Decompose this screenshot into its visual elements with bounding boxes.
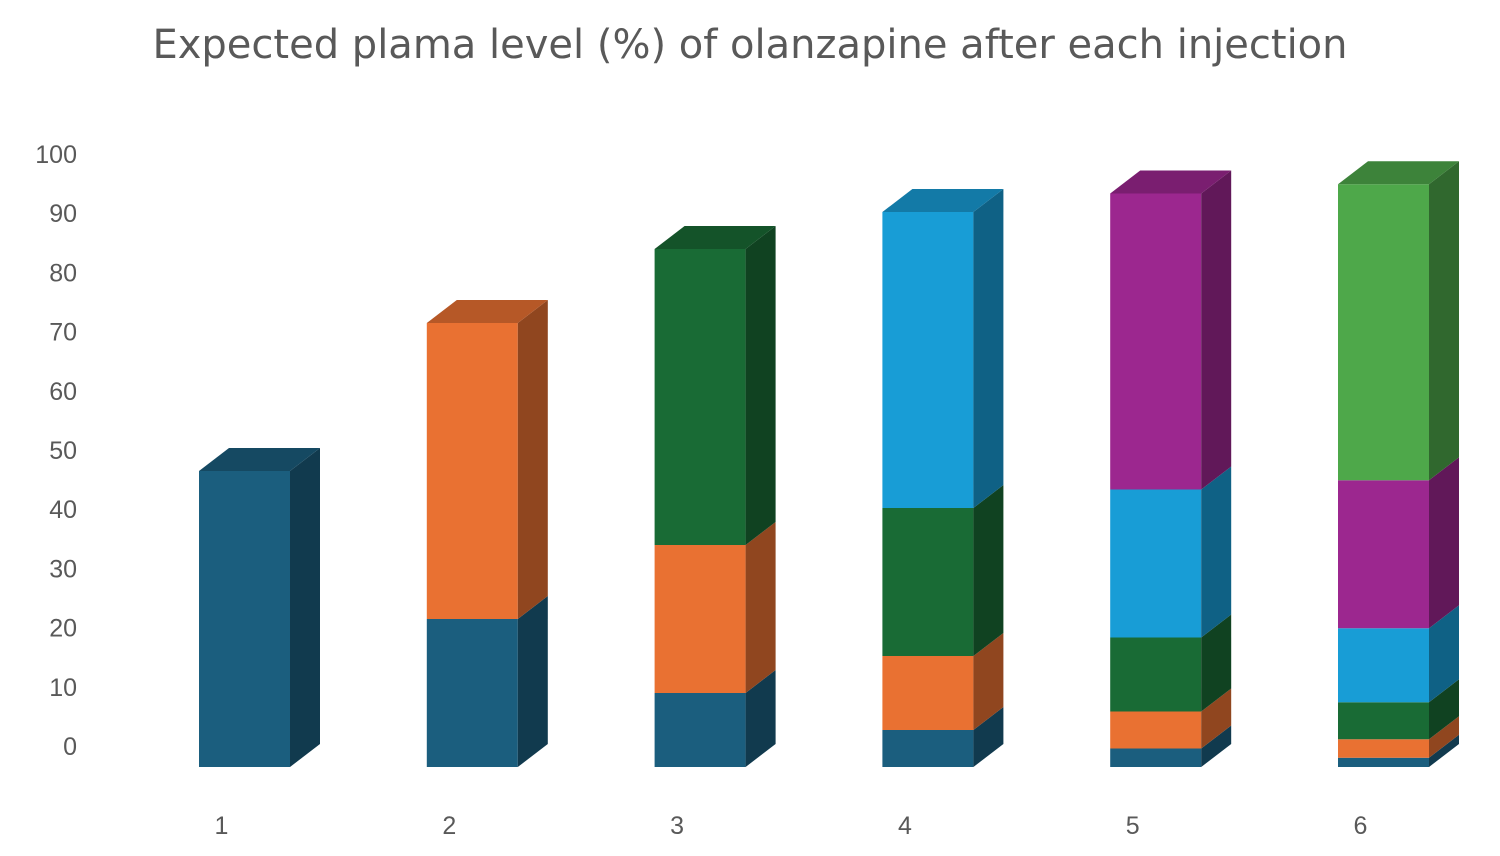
bar-segment-front — [882, 508, 974, 656]
y-tick-label: 100 — [35, 141, 77, 169]
bar-segment — [1338, 161, 1459, 481]
bar-segment-side — [745, 522, 776, 693]
y-tick-label: 20 — [49, 615, 77, 643]
bar-column-1 — [199, 448, 320, 767]
bar-column-5 — [1110, 170, 1232, 767]
y-tick-label: 10 — [49, 674, 77, 702]
bar-segment-front — [1338, 757, 1429, 767]
bar-segment — [654, 670, 776, 767]
y-tick-label: 90 — [49, 200, 77, 228]
x-tick-label: 2 — [442, 812, 456, 840]
bar-segment — [1338, 679, 1459, 740]
x-tick-label: 1 — [215, 812, 229, 840]
bar-column-6 — [1338, 161, 1459, 767]
bar-segment — [1110, 725, 1232, 767]
bar-segment-side — [1429, 734, 1459, 767]
bar-segment — [882, 707, 1004, 767]
bar-segment-front — [1110, 711, 1202, 749]
bar-top-face — [1338, 161, 1459, 185]
y-tick-label: 50 — [49, 437, 77, 465]
bar-segment-front — [1110, 637, 1202, 712]
y-tick-label: 80 — [49, 259, 77, 287]
y-tick-label: 60 — [49, 378, 77, 406]
bar-segment-side — [517, 596, 548, 767]
bar-segment — [199, 448, 320, 767]
bar-segment — [1338, 734, 1459, 767]
bar-segment-side — [745, 226, 776, 545]
bar-segment-side — [290, 448, 320, 767]
bar-segment-front — [882, 212, 974, 508]
bar-segment-side — [973, 485, 1004, 656]
bar-segment — [882, 189, 1004, 508]
bar-segment-front — [1110, 193, 1202, 490]
bar-top-face — [1110, 170, 1232, 194]
x-tick-label: 5 — [1126, 812, 1140, 840]
x-tick-label: 3 — [670, 812, 684, 840]
bar-segment — [882, 485, 1004, 656]
bar-segment — [1110, 170, 1232, 490]
bar-column-2 — [426, 300, 548, 767]
bar-segment-front — [1338, 480, 1429, 629]
bar-segment-side — [1429, 457, 1459, 629]
y-axis: 0 10 20 30 40 50 60 70 80 90 100 — [35, 141, 77, 761]
bar-segment-side — [1429, 605, 1459, 703]
bar-top-face — [426, 300, 548, 323]
bar-top-face — [199, 448, 320, 471]
bar-segment-front — [882, 730, 974, 767]
y-tick-label: 70 — [49, 319, 77, 347]
bar-segment-front — [1110, 748, 1202, 767]
bar-segment — [1110, 466, 1232, 638]
bar-segment-front — [1338, 702, 1429, 740]
bar-segment-side — [973, 189, 1004, 508]
bar-segment-front — [1338, 739, 1429, 758]
bar-segment — [882, 633, 1004, 730]
bar-segment — [1110, 688, 1232, 749]
bar-top-face — [882, 189, 1004, 212]
bar-segment-front — [654, 545, 746, 693]
bar-segment-side — [1201, 466, 1232, 638]
y-tick-label: 30 — [49, 555, 77, 583]
bar-segment-front — [882, 656, 974, 730]
bar-segment-side — [973, 707, 1004, 767]
bar-segment — [1338, 716, 1459, 758]
y-tick-label: 0 — [63, 733, 77, 761]
bar-segment-front — [654, 249, 746, 545]
bar-segment-front — [426, 619, 518, 767]
bar-segment-side — [1201, 688, 1232, 749]
x-tick-label: 6 — [1354, 812, 1368, 840]
bar-segment-front — [1338, 184, 1429, 481]
y-tick-label: 40 — [49, 496, 77, 524]
bar-segment-front — [654, 693, 746, 767]
bar-segment — [426, 300, 548, 619]
bar-segment — [1338, 605, 1459, 703]
bar-segment-front — [1110, 489, 1202, 638]
x-tick-label: 4 — [898, 812, 912, 840]
bar-segment-side — [1429, 161, 1459, 481]
bar-segment-side — [1201, 725, 1232, 767]
bar-segment — [1110, 614, 1232, 712]
chart-title: Expected plama level (%) of olanzapine a… — [152, 22, 1348, 68]
bar-segment — [1338, 457, 1459, 629]
bar-segment-side — [973, 633, 1004, 730]
bar-segment-front — [199, 471, 290, 767]
bar-column-4 — [882, 189, 1004, 767]
bar-segment-side — [1201, 614, 1232, 712]
bar-segment-side — [1201, 170, 1232, 490]
bar-segment — [426, 596, 548, 767]
bar-segment-side — [745, 670, 776, 767]
bar-segment-side — [517, 300, 548, 619]
x-axis: 1 2 3 4 5 6 — [215, 812, 1368, 840]
bar-segment — [654, 522, 776, 693]
bar-segment-side — [1429, 716, 1459, 758]
bar-segment-side — [1429, 679, 1459, 740]
bar-segment-front — [426, 323, 518, 619]
bar-column-3 — [654, 226, 776, 767]
bar-segment — [654, 226, 776, 545]
bars — [199, 161, 1459, 767]
bar-top-face — [654, 226, 776, 249]
bar-segment-front — [1338, 628, 1429, 703]
